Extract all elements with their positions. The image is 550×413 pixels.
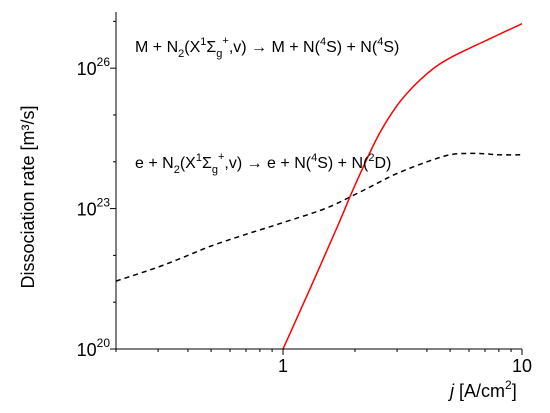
x-axis-label-unit: [A/cm [454,381,505,401]
x-axis-label: j [A/cm2] [447,378,517,401]
annotations: M + N2(X1Σg+,v) → M + N(4S) + N(4S) e + N… [135,35,399,176]
x-tick-label: 10 [512,356,532,376]
axis-ticks: 1 10 1020 1023 1026 [77,20,532,376]
y-axis-label: Dissociation rate [m³/s] [18,105,38,288]
x-axis-label-close: ] [512,381,517,401]
x-tick-label: 1 [278,356,288,376]
y-tick-label: 1026 [77,55,111,79]
y-tick-label: 1020 [77,336,111,360]
reaction-2-annotation: e + N2(X1Σg+,v) → e + N(4S) + N(2D) [135,151,391,176]
reaction-1-annotation: M + N2(X1Σg+,v) → M + N(4S) + N(4S) [135,35,399,60]
y-tick-label: 1023 [77,196,111,220]
x-axis-label-sup: 2 [505,378,512,392]
curves [116,23,522,349]
x-axis-label-symbol: j [447,381,455,401]
axes-frame [115,12,522,350]
solid-rate-curve [282,23,522,349]
